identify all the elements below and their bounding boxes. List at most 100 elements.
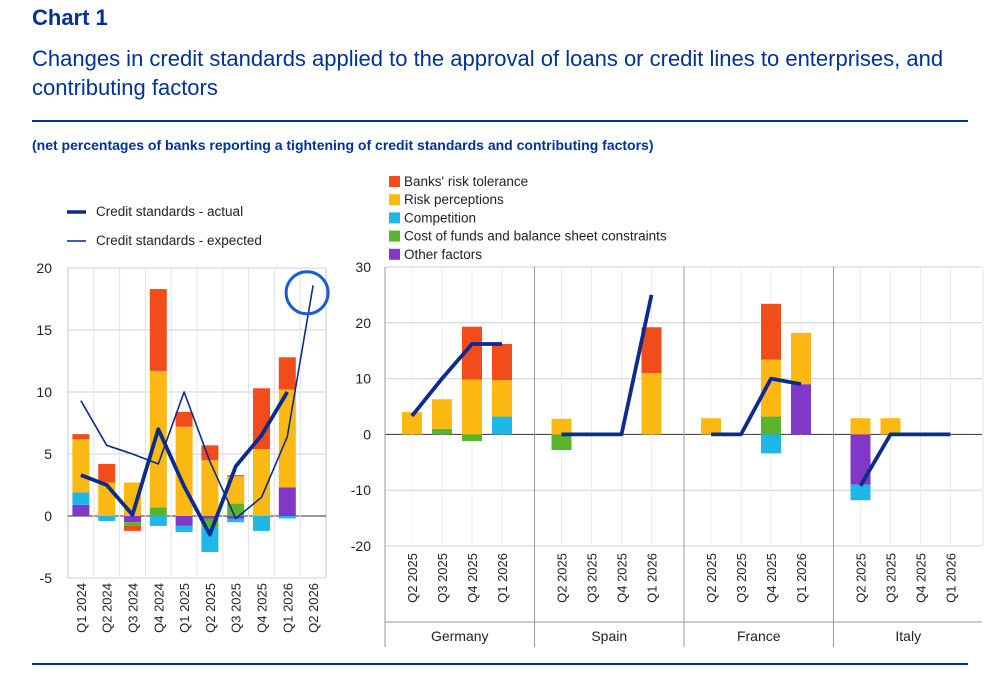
right-bar-risk_perceptions — [492, 380, 512, 417]
right-x-tick-label: Q3 2025 — [585, 553, 600, 603]
left-y-tick-label: 0 — [44, 508, 52, 524]
right-line-italy — [858, 432, 951, 487]
right-bar-banks_risk_tolerance — [462, 326, 482, 380]
left-x-tick-label: Q3 2024 — [126, 583, 141, 633]
footer-divider — [32, 663, 968, 665]
chart-subtitle: (net percentages of banks reporting a ti… — [32, 137, 654, 153]
right-x-tick-label: Q2 2025 — [854, 553, 869, 603]
left-bar-risk_perceptions — [253, 449, 270, 516]
right-y-tick-label: -10 — [351, 482, 371, 498]
right-y-tick-label: 0 — [363, 426, 371, 442]
left-bar-cost_of_funds — [124, 522, 141, 526]
right-y-tick-label: 30 — [355, 259, 371, 275]
right-x-tick-label: Q3 2025 — [435, 553, 450, 603]
group-label-spain: Spain — [591, 628, 627, 644]
legend-swatch-banks_risk_tolerance — [389, 176, 400, 187]
right-x-tick-label: Q4 2025 — [615, 553, 630, 603]
left-bar-banks_risk_tolerance — [98, 463, 116, 483]
left-y-tick-label: 15 — [36, 322, 52, 338]
left-bar-banks_risk_tolerance — [278, 357, 296, 390]
legend-line-label-thin: Credit standards - expected — [96, 233, 262, 248]
legend-label-other_factors: Other factors — [404, 247, 482, 262]
right-bar-cost_of_funds — [462, 434, 482, 442]
left-bar-banks_risk_tolerance — [72, 434, 90, 440]
right-bar-risk_perceptions — [641, 373, 662, 435]
chart-number: Chart 1 — [32, 5, 108, 30]
left-x-tick-label: Q4 2025 — [255, 583, 270, 633]
left-x-tick-label: Q2 2024 — [100, 583, 115, 633]
left-bar-other_factors — [201, 516, 219, 519]
left-bar-competition — [149, 516, 167, 526]
left-bar-competition — [278, 516, 296, 519]
left-y-tick-label: 10 — [36, 384, 52, 400]
right-bar-other_factors — [850, 434, 871, 485]
highlight-circle — [284, 270, 330, 316]
right-x-tick-label: Q4 2025 — [764, 553, 779, 603]
left-bar-risk_perceptions — [149, 370, 167, 508]
legend-swatch-cost_of_funds — [389, 230, 400, 242]
right-bar-risk_perceptions — [880, 418, 901, 435]
left-bar-banks_risk_tolerance — [175, 411, 193, 427]
right-bar-risk_perceptions — [551, 418, 572, 435]
group-label-germany: Germany — [431, 628, 489, 644]
right-bar-risk_perceptions — [791, 332, 811, 385]
right-bar-cost_of_funds — [551, 434, 572, 451]
legend-swatch-other_factors — [389, 248, 400, 260]
right-bar-risk_perceptions — [850, 418, 871, 435]
legend-label-risk_perceptions: Risk perceptions — [404, 192, 504, 207]
right-bar-banks_risk_tolerance — [492, 344, 512, 381]
left-bar-other_factors — [175, 516, 193, 526]
left-x-tick-label: Q2 2025 — [203, 583, 218, 633]
left-x-tick-label: Q1 2025 — [177, 583, 192, 633]
legend-swatch-risk_perceptions — [389, 194, 400, 206]
right-x-tick-label: Q2 2025 — [704, 553, 719, 603]
right-x-tick-label: Q1 2026 — [495, 553, 510, 603]
left-x-tick-label: Q1 2024 — [74, 583, 89, 633]
right-line-germany — [410, 342, 502, 418]
group-label-france: France — [737, 628, 781, 644]
left-bar-other_factors — [278, 487, 296, 516]
left-bar-competition — [253, 516, 270, 531]
left-bar-risk_perceptions — [201, 460, 219, 516]
left-bar-other_factors — [72, 504, 90, 516]
right-bar-banks_risk_tolerance — [641, 327, 662, 374]
legend-swatch-competition — [389, 212, 400, 224]
left-line-thin — [80, 285, 314, 520]
right-x-tick-label: Q1 2026 — [645, 553, 660, 603]
left-bar-other_factors — [124, 516, 141, 523]
left-x-tick-label: Q3 2025 — [229, 583, 244, 633]
left-x-tick-label: Q1 2026 — [280, 583, 295, 633]
right-y-tick-label: 20 — [355, 315, 371, 331]
left-bar-banks_risk_tolerance — [149, 289, 167, 371]
left-line-thick — [80, 391, 289, 537]
legend-line-label-thick: Credit standards - actual — [96, 204, 243, 219]
right-x-tick-label: Q3 2025 — [884, 553, 899, 603]
left-bar-competition — [98, 516, 116, 521]
left-bar-risk_perceptions — [227, 476, 245, 504]
left-y-tick-label: 5 — [44, 446, 52, 462]
left-bar-competition — [175, 525, 193, 533]
left-x-tick-label: Q2 2026 — [306, 583, 321, 633]
right-bar-risk_perceptions — [761, 359, 781, 417]
left-bar-cost_of_funds — [227, 503, 245, 516]
left-bar-cost_of_funds — [149, 507, 167, 516]
left-bar-banks_risk_tolerance — [253, 388, 270, 450]
right-x-tick-label: Q1 2026 — [944, 553, 959, 603]
right-bar-cost_of_funds — [761, 416, 781, 435]
right-bar-risk_perceptions — [462, 379, 482, 435]
left-bar-risk_perceptions — [72, 439, 90, 493]
left-bar-competition — [201, 527, 219, 552]
right-bar-other_factors — [791, 384, 811, 435]
right-bar-competition — [850, 484, 871, 501]
right-y-tick-label: 10 — [355, 371, 371, 387]
left-y-tick-label: 20 — [36, 260, 52, 276]
right-line-france — [711, 376, 802, 437]
right-x-tick-label: Q3 2025 — [734, 553, 749, 603]
left-bar-banks_risk_tolerance — [227, 475, 245, 477]
left-bar-competition — [227, 518, 245, 523]
right-bar-banks_risk_tolerance — [761, 303, 781, 360]
right-y-tick-label: -20 — [351, 538, 371, 554]
right-bar-risk_perceptions — [402, 412, 422, 435]
right-x-tick-label: Q2 2025 — [405, 553, 420, 603]
